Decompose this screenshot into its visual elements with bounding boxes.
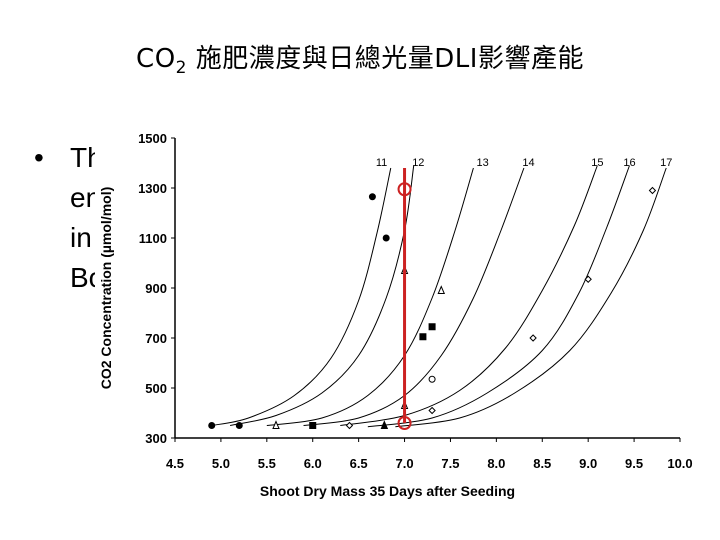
curve-label: 12 [412,157,424,169]
curve-16 [367,165,630,428]
x-tick-label: 8.5 [533,456,551,471]
highlight-circle [397,416,412,430]
data-point-diamond [428,406,436,415]
data-point-triangle [380,420,389,429]
x-tick-label: 7.0 [396,456,414,471]
curve-label: 13 [476,157,488,169]
data-point-circle [428,375,436,383]
data-point-circle [368,193,376,201]
curve-11 [211,167,392,426]
title-text: 施肥濃度與日總光量DLI影響產能 [187,44,584,74]
title-subscript: 2 [175,58,187,78]
y-tick-label: 300 [145,431,167,446]
y-axis-title: CO2 Concentration (µmol/mol) [98,187,114,390]
x-tick-label: 6.0 [304,456,322,471]
data-point-triangle [437,285,446,294]
curve-12 [229,165,415,426]
data-point-diamond [648,186,657,195]
x-tick-label: 8.0 [487,456,505,471]
data-point-square [428,323,436,331]
x-tick-label: 5.5 [258,456,276,471]
curve-label: 15 [591,157,603,169]
bullet-line-3: in [70,222,92,253]
curve-17 [395,167,667,428]
data-point-circle [235,422,243,429]
data-point-circle [382,234,390,242]
curve-label: 11 [376,157,387,169]
x-tick-label: 4.5 [166,456,184,471]
curve-13 [266,167,474,426]
bullet-dot: • [34,142,44,173]
x-tick-label: 9.0 [579,456,597,471]
x-tick-label: 10.0 [667,456,692,471]
co2-chart: 300 500 700 900 1100 1300 1500 4.5 5.0 5.5 6.0 6.5 7… [98,131,693,499]
x-tick-label: 9.5 [625,456,643,471]
curve-label: 14 [522,157,534,169]
x-tick-label: 5.0 [212,456,230,471]
highlight-circle [397,182,412,197]
y-tick-label: 700 [145,331,167,346]
chart-image: 300 500 700 900 1100 1300 1500 4.5 5.0 5.5 6.0 6.5 7… [95,120,700,505]
x-tick-label: 6.5 [350,456,368,471]
data-point-diamond [345,421,354,430]
data-point-square [309,422,317,429]
slide-title: CO2 施肥濃度與日總光量DLI影響產能 [0,38,720,78]
curve-14 [303,167,525,426]
y-tick-label: 1100 [139,231,167,246]
x-tick-label: 7.5 [441,456,459,471]
y-tick-label: 1500 [138,131,167,146]
curve-label: 16 [623,157,635,169]
data-point-diamond [529,334,537,342]
y-tick-label: 900 [145,281,167,296]
y-tick-label: 1300 [138,181,167,196]
x-axis-title: Shoot Dry Mass 35 Days after Seeding [260,483,515,499]
data-point-triangle [272,420,280,429]
data-point-circle [208,422,216,429]
y-tick-label: 500 [145,381,167,396]
data-point-square [419,333,427,341]
title-co: CO [136,44,176,74]
data-point-diamond [584,275,592,283]
curve-label: 17 [660,157,672,169]
